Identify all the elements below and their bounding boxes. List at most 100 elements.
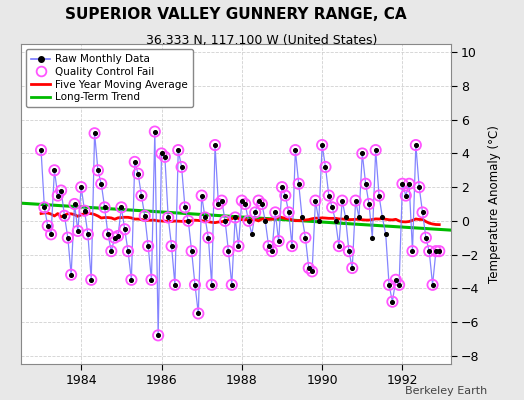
Point	[408, 248, 417, 254]
Point	[167, 243, 176, 249]
Point	[401, 192, 410, 199]
Point	[258, 201, 266, 207]
Point	[362, 180, 370, 187]
Point	[224, 248, 233, 254]
Point	[67, 272, 75, 278]
Point	[174, 147, 182, 153]
Point	[405, 180, 413, 187]
Point	[308, 268, 316, 274]
Point	[181, 204, 189, 210]
Point	[391, 276, 400, 283]
Point	[331, 218, 340, 224]
Point	[87, 276, 95, 283]
Point	[178, 164, 186, 170]
Point	[358, 150, 366, 157]
Point	[231, 214, 239, 221]
Point	[268, 248, 276, 254]
Point	[291, 147, 300, 153]
Point	[77, 184, 85, 190]
Point	[328, 204, 336, 210]
Point	[355, 214, 363, 221]
Point	[60, 212, 69, 219]
Point	[198, 192, 206, 199]
Point	[265, 243, 273, 249]
Point	[121, 226, 129, 232]
Point	[117, 204, 126, 210]
Point	[275, 238, 283, 244]
Point	[385, 282, 393, 288]
Point	[124, 248, 132, 254]
Point	[429, 282, 437, 288]
Point	[43, 223, 52, 229]
Point	[298, 214, 306, 221]
Point	[50, 167, 59, 174]
Title: SUPERIOR VALLEY GUNNERY RANGE, CA: SUPERIOR VALLEY GUNNERY RANGE, CA	[65, 7, 407, 22]
Point	[385, 282, 393, 288]
Point	[90, 130, 99, 136]
Point	[432, 248, 440, 254]
Point	[348, 265, 356, 271]
Point	[221, 218, 230, 224]
Point	[335, 243, 343, 249]
Point	[147, 276, 156, 283]
Point	[435, 248, 443, 254]
Point	[201, 214, 209, 221]
Point	[114, 233, 122, 239]
Point	[251, 209, 259, 216]
Point	[184, 218, 192, 224]
Point	[97, 180, 105, 187]
Point	[241, 201, 249, 207]
Point	[422, 234, 430, 241]
Point	[234, 243, 243, 249]
Point	[304, 265, 313, 271]
Text: Berkeley Earth: Berkeley Earth	[405, 386, 487, 396]
Point	[134, 170, 143, 177]
Point	[418, 209, 427, 216]
Point	[74, 228, 82, 234]
Point	[368, 234, 377, 241]
Point	[140, 212, 149, 219]
Point	[130, 159, 139, 165]
Point	[37, 147, 45, 153]
Point	[285, 209, 293, 216]
Point	[50, 167, 59, 174]
Point	[157, 150, 166, 157]
Point	[432, 248, 440, 254]
Point	[281, 192, 290, 199]
Point	[251, 209, 259, 216]
Point	[304, 265, 313, 271]
Point	[144, 243, 152, 249]
Point	[288, 243, 296, 249]
Point	[194, 310, 202, 317]
Point	[358, 150, 366, 157]
Point	[321, 164, 330, 170]
Point	[130, 159, 139, 165]
Point	[77, 184, 85, 190]
Point	[352, 198, 360, 204]
Point	[362, 180, 370, 187]
Point	[278, 184, 286, 190]
Point	[415, 184, 423, 190]
Point	[281, 192, 290, 199]
Point	[408, 248, 417, 254]
Point	[171, 282, 179, 288]
Point	[365, 201, 373, 207]
Point	[338, 198, 346, 204]
Point	[318, 142, 326, 148]
Point	[70, 201, 79, 207]
Point	[348, 265, 356, 271]
Point	[127, 276, 136, 283]
Point	[53, 192, 62, 199]
Point	[395, 282, 403, 288]
Point	[80, 208, 89, 214]
Point	[391, 276, 400, 283]
Point	[314, 218, 323, 224]
Point	[101, 204, 109, 210]
Point	[60, 212, 69, 219]
Point	[188, 248, 196, 254]
Point	[271, 209, 279, 216]
Point	[164, 214, 172, 221]
Point	[87, 276, 95, 283]
Point	[154, 332, 162, 338]
Point	[121, 226, 129, 232]
